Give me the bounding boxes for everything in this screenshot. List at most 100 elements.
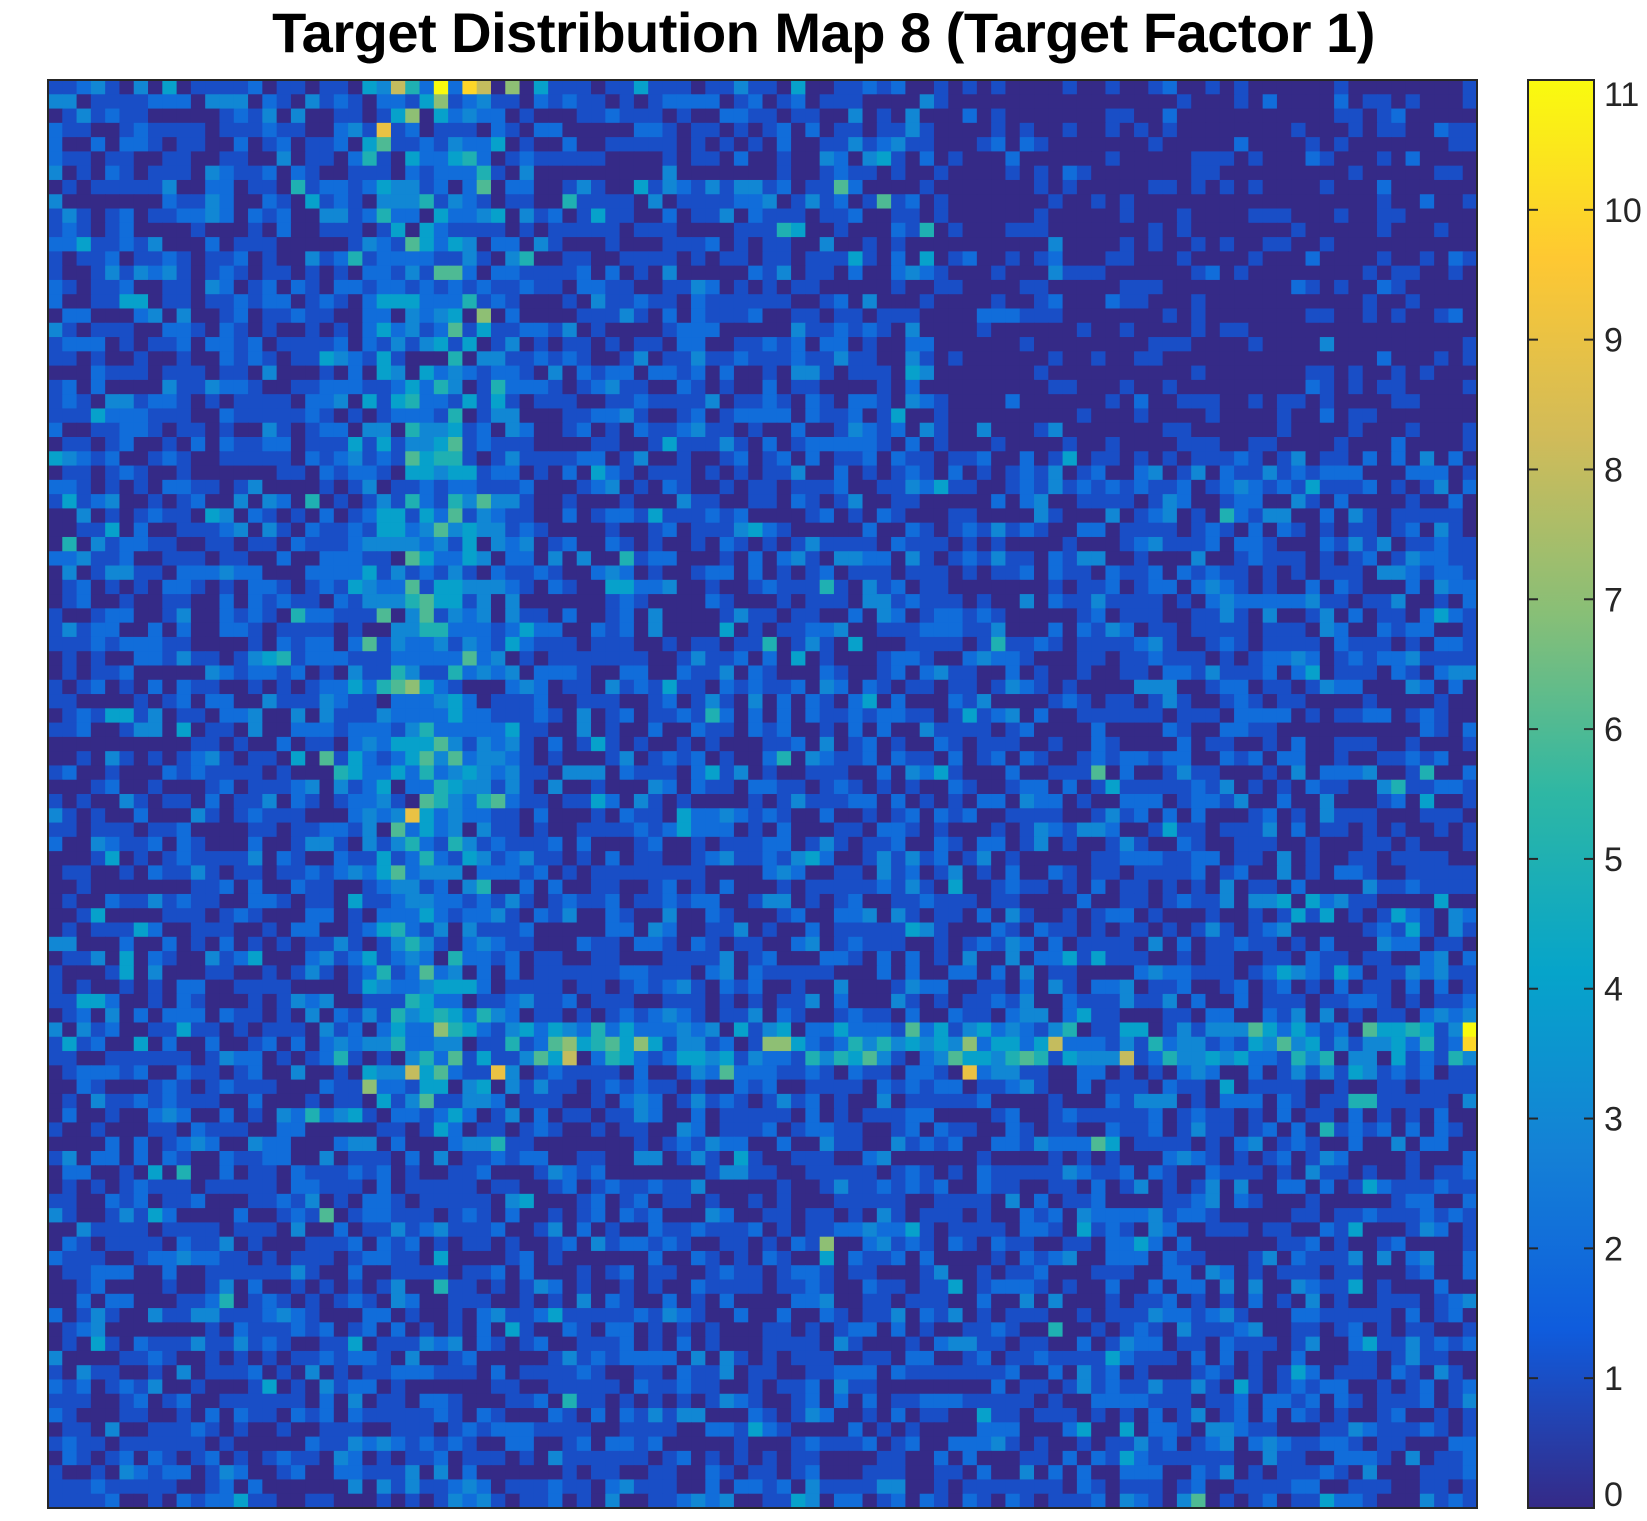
heatmap-cell [1076, 751, 1092, 767]
heatmap-cell [48, 451, 63, 467]
heatmap-cell [976, 208, 992, 224]
heatmap-cell [1276, 279, 1292, 295]
heatmap-cell [1005, 80, 1021, 95]
heatmap-cell [791, 465, 806, 481]
heatmap-cell [991, 151, 1007, 167]
heatmap-cell [691, 722, 706, 738]
heatmap-cell [62, 579, 78, 595]
heatmap-cell [262, 565, 278, 581]
heatmap-cell [405, 151, 421, 167]
heatmap-cell [1348, 80, 1364, 95]
heatmap-cell [1062, 437, 1078, 452]
heatmap-cell [1348, 408, 1364, 424]
heatmap-cell [676, 565, 692, 581]
heatmap-cell [433, 494, 449, 509]
heatmap-cell [691, 665, 706, 681]
heatmap-cell [748, 222, 764, 238]
heatmap-cell [1291, 594, 1307, 609]
heatmap-cell [205, 451, 221, 467]
heatmap-cell [1305, 494, 1321, 509]
heatmap-cell [1462, 365, 1478, 381]
heatmap-cell [1019, 665, 1035, 681]
heatmap-cell [762, 508, 778, 524]
heatmap-cell [405, 665, 421, 681]
heatmap-cell [805, 736, 821, 752]
heatmap-cell [376, 408, 392, 424]
heatmap-cell [262, 665, 278, 681]
heatmap-cell [662, 222, 678, 238]
heatmap-cell [1262, 508, 1278, 524]
heatmap-cell [691, 80, 706, 95]
heatmap-cell [319, 322, 335, 338]
heatmap-cell [190, 608, 206, 624]
heatmap-cell [662, 622, 678, 638]
heatmap-cell [833, 779, 849, 795]
heatmap-cell [205, 779, 221, 795]
heatmap-cell [290, 222, 306, 238]
heatmap-cell [1391, 137, 1407, 152]
heatmap-cell [662, 608, 678, 624]
heatmap-cell [219, 194, 235, 210]
heatmap-cell [991, 308, 1007, 324]
heatmap-cell [48, 308, 63, 324]
heatmap-cell [1148, 237, 1164, 252]
heatmap-cell [276, 437, 292, 452]
heatmap-cell [1391, 194, 1407, 210]
heatmap-cell [333, 479, 349, 495]
heatmap-cell [1391, 622, 1407, 638]
heatmap-cell [1191, 694, 1207, 709]
heatmap-cell [1462, 594, 1478, 609]
heatmap-cell [519, 122, 535, 138]
heatmap-cell [976, 665, 992, 681]
heatmap-cell [1062, 122, 1078, 138]
heatmap-cell [133, 451, 149, 467]
heatmap-cell [1262, 551, 1278, 567]
heatmap-cell [1434, 679, 1450, 695]
heatmap-cell [433, 279, 449, 295]
heatmap-cell [548, 365, 564, 381]
heatmap-cell [62, 665, 78, 681]
heatmap-cell [1034, 779, 1049, 795]
heatmap-cell [1262, 636, 1278, 652]
heatmap-cell [548, 322, 564, 338]
heatmap-cell [605, 736, 621, 752]
heatmap-cell [248, 522, 263, 538]
heatmap-cell [1176, 622, 1192, 638]
heatmap-cell [219, 208, 235, 224]
heatmap-cell [1005, 508, 1021, 524]
heatmap-cell [1319, 265, 1335, 281]
heatmap-cell [476, 722, 492, 738]
heatmap-cell [1234, 379, 1249, 395]
heatmap-cell [576, 279, 592, 295]
heatmap-cell [1334, 165, 1349, 181]
heatmap-cell [791, 122, 806, 138]
heatmap-cell [76, 251, 92, 267]
heatmap-cell [162, 636, 178, 652]
heatmap-cell [1291, 222, 1307, 238]
heatmap-cell [948, 722, 964, 738]
heatmap-cell [1234, 94, 1249, 110]
heatmap-cell [1176, 208, 1192, 224]
heatmap-cell [805, 437, 821, 452]
heatmap-cell [562, 237, 578, 252]
heatmap-cell [76, 722, 92, 738]
heatmap-cell [605, 722, 621, 738]
heatmap-cell [76, 422, 92, 438]
heatmap-cell [1076, 151, 1092, 167]
heatmap-cell [76, 594, 92, 609]
heatmap-cell [1076, 465, 1092, 481]
heatmap-cell [776, 122, 792, 138]
heatmap-cell [1005, 479, 1021, 495]
heatmap-cell [933, 579, 949, 595]
heatmap-cell [1376, 222, 1392, 238]
heatmap-cell [962, 294, 978, 310]
heatmap-cell [748, 322, 764, 338]
heatmap-cell [533, 494, 549, 509]
heatmap-cell [1105, 437, 1121, 452]
heatmap-cell [176, 679, 192, 695]
heatmap-cell [319, 394, 335, 410]
heatmap-cell [1391, 536, 1407, 552]
heatmap-cell [190, 337, 206, 352]
heatmap-cell [190, 594, 206, 609]
heatmap-cell [1219, 222, 1235, 238]
